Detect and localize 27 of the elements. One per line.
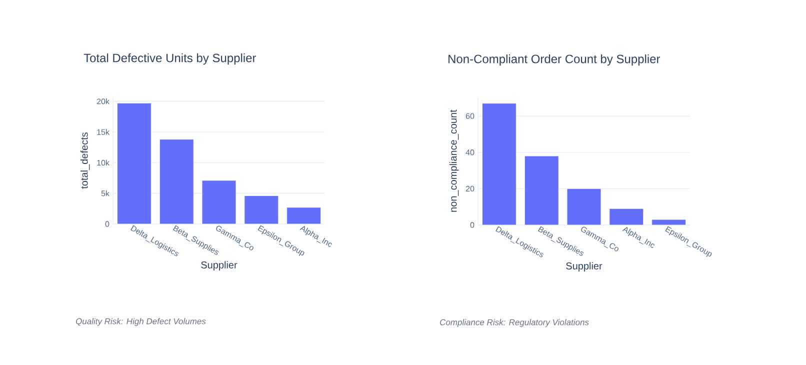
y-tick-label: 5k [101,190,110,196]
y-tick-label: 0 [105,221,110,227]
y-tick-label: 20 [466,186,474,192]
y-tick-label: 10k [97,160,110,166]
chart-title: Non-Compliant Order Count by Supplier [448,54,660,66]
bar [609,208,644,226]
bar [286,207,321,224]
y-tick-label: 60 [466,113,474,119]
bar [202,180,236,224]
bar [159,139,194,224]
text: Quality Risk: High Defect Volumes [76,318,206,326]
bar [482,103,516,226]
bar [652,219,686,226]
x-axis-title: Supplier [566,262,602,272]
x-axis-title: Supplier [201,261,238,270]
y-tick-label: 40 [466,150,474,156]
y-tick-label: 20k [96,98,110,104]
bar [117,102,152,224]
y-axis-title: non_compliance_count [449,110,459,212]
y-tick-label: 15k [97,129,110,135]
text: Compliance Risk: Regulatory Violations [440,319,589,327]
bar [524,156,559,226]
bar [244,196,279,224]
bar [566,188,602,226]
chart-title: Total Defective Units by Supplier [84,53,256,65]
y-axis-title: total_defects [80,132,90,189]
y-tick-label: 0 [470,222,474,228]
